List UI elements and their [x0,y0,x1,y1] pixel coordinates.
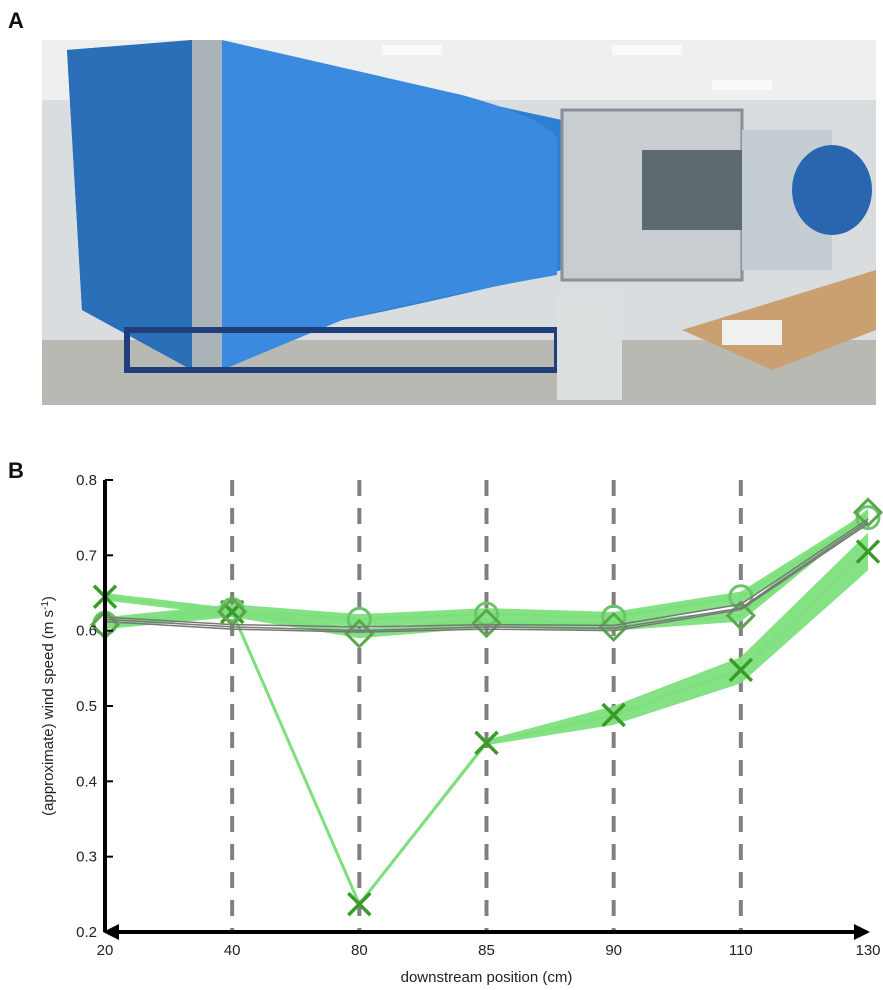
series-2-point-3 [471,608,502,639]
series-markers [89,497,883,917]
y-axis-label: (approximate) wind speed (m s-1) [40,596,58,816]
y-axis-label-main: (approximate) wind speed (m s [40,610,57,816]
panel-label-a: A [8,8,24,33]
x-axis-arrow-right [854,924,870,940]
x-tick-label: 130 [855,942,880,959]
series-3-line [104,520,869,632]
x-ticks: 20 40 80 85 90 110 130 [97,942,881,959]
series-2-point-6 [852,497,883,528]
y-tick-label: 0.6 [76,623,97,640]
series-0-point-3 [474,730,499,756]
y-tick-label: 0.4 [76,773,97,790]
series-4-line [104,518,869,628]
y-axis-label-superscript: -1 [40,601,51,610]
x-axis-label: downstream position (cm) [401,969,573,986]
series-1-point-6 [855,505,881,531]
y-tick-label: 0.5 [76,698,97,715]
series-0-point-2 [347,891,372,917]
x-tick-label: 40 [224,942,241,959]
series-5-line [104,523,869,633]
y-ticks: 0.2 0.3 0.4 0.5 0.6 0.7 0.8 [76,472,113,941]
series-0-point-5 [728,657,754,683]
panel-label-b: B [8,458,24,483]
series-2-point-2 [344,618,375,649]
y-tick-label: 0.7 [76,547,97,564]
y-axis-label-close: ) [40,596,57,601]
wind-tunnel-photo [42,40,876,405]
series-0-point-6 [855,539,881,564]
x-tick-label: 20 [97,942,114,959]
y-tick-label: 0.2 [76,924,97,941]
y-tick-label: 0.8 [76,472,97,489]
x-tick-label: 85 [478,942,495,959]
x-tick-label: 110 [729,942,753,959]
series-2-point-4 [598,611,629,643]
x-tick-label: 90 [605,942,622,959]
y-tick-label: 0.3 [76,849,97,866]
series-0-point-4 [601,702,626,728]
x-tick-label: 80 [351,942,368,959]
